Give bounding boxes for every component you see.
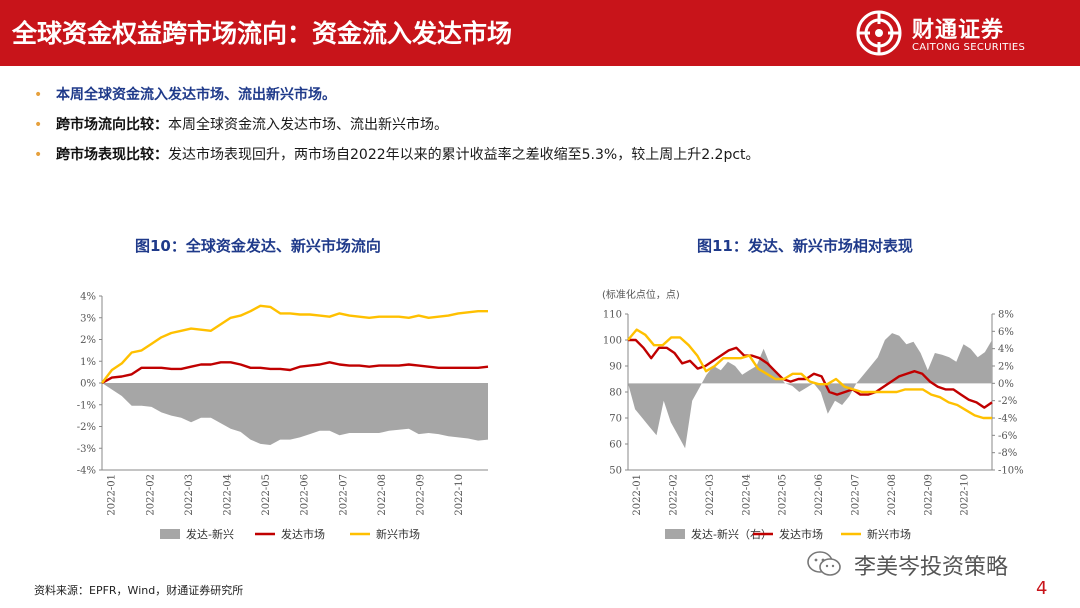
chart-relative-performance: (标准化点位，点) 110 100 90 80 70 60 50 8% 6% 4% 2% 0% -2% -… <box>602 288 1024 541</box>
y-tick-label: 3% <box>80 313 96 324</box>
y-right-tick-label: 4% <box>998 344 1014 355</box>
y-tick-label: 70 <box>609 414 622 425</box>
y-right-tick-label: 0% <box>998 379 1014 390</box>
page-number: 4 <box>1036 578 1048 599</box>
bullet-marker: • <box>34 87 43 103</box>
series-line-新兴市场 <box>627 328 992 420</box>
wechat-icon <box>807 551 841 576</box>
y-tick-label: 0% <box>80 379 96 390</box>
legend-label: 新兴市场 <box>376 527 420 541</box>
y-tick-label: 1% <box>80 357 96 368</box>
x-tick-label: 2022-02 <box>669 474 680 516</box>
caitong-logo: 财通证券 CAITONG SECURITIES <box>856 8 1056 60</box>
watermark-text: 李美岑投资策略 <box>854 555 1009 580</box>
bullet-marker: • <box>34 117 43 133</box>
x-tick-label: 2022-07 <box>851 474 862 516</box>
x-tick-label: 2022-10 <box>960 474 971 516</box>
wechat-watermark: 李美岑投资策略 <box>806 546 1056 582</box>
legend-label: 发达-新兴（右） <box>691 527 772 541</box>
x-tick-label: 2022-01 <box>107 474 118 516</box>
x-tick-label: 2022-05 <box>778 474 789 516</box>
y-right-tick-label: -4% <box>998 414 1017 425</box>
y-tick-label: 90 <box>609 362 622 373</box>
series-line-新兴市场 <box>101 304 488 384</box>
y-tick-label: 60 <box>609 440 622 451</box>
y-right-tick-label: -10% <box>998 466 1024 477</box>
y-tick-label: -4% <box>77 466 96 477</box>
logo-text-cn: 财通证券 <box>912 18 1005 43</box>
slide-header: 全球资金权益跨市场流向：资金流入发达市场 财通证券 CAITONG SECURI… <box>0 0 1080 66</box>
x-tick-label: 2022-03 <box>184 474 195 516</box>
legend-label: 发达市场 <box>779 527 823 541</box>
series-line-发达市场 <box>101 361 489 385</box>
y-tick-label: 50 <box>609 466 622 477</box>
x-tick-label: 2022-04 <box>741 474 752 516</box>
legend-swatch <box>160 529 180 539</box>
x-tick-label: 2022-06 <box>300 474 311 516</box>
x-tick-label: 2022-05 <box>261 474 272 516</box>
bullet-item: • 跨市场表现比较：发达市场表现回升，两市场自2022年以来的累计收益率之差收缩… <box>34 146 1054 176</box>
series-line-发达市场 <box>628 338 993 409</box>
bullet-list: • 本周全球资金流入发达市场、流出新兴市场。 • 跨市场流向比较：本周全球资金流… <box>34 86 1054 176</box>
y-right-tick-label: 8% <box>998 310 1014 321</box>
x-tick-label: 2022-09 <box>415 474 426 516</box>
bullet-lead: 跨市场流向比较： <box>56 117 168 133</box>
figure-11-title: 图11：发达、新兴市场相对表现 <box>697 237 913 255</box>
bullet-lead: 跨市场表现比较： <box>56 147 168 163</box>
y-tick-label: 100 <box>603 336 622 347</box>
y-tick-label: 110 <box>603 310 622 321</box>
y-tick-label: -2% <box>77 422 96 433</box>
y-tick-label: -1% <box>77 400 96 411</box>
bullet-item: • 跨市场流向比较：本周全球资金流入发达市场、流出新兴市场。 <box>34 116 1054 146</box>
x-tick-label: 2022-03 <box>705 474 716 516</box>
series-area-发达-新兴 <box>102 383 488 445</box>
bullet-body: 本周全球资金流入发达市场、流出新兴市场。 <box>168 117 448 133</box>
bullet-body: 发达市场表现回升，两市场自2022年以来的累计收益率之差收缩至5.3%，较上周上… <box>168 147 760 163</box>
x-tick-label: 2022-08 <box>887 474 898 516</box>
slide-title: 全球资金权益跨市场流向：资金流入发达市场 <box>12 19 513 48</box>
x-tick-label: 2022-04 <box>222 474 233 516</box>
x-tick-label: 2022-09 <box>923 474 934 516</box>
y-right-tick-label: -6% <box>998 431 1017 442</box>
x-tick-label: 2022-01 <box>632 474 643 516</box>
x-tick-label: 2022-07 <box>338 474 349 516</box>
bullet-lead: 本周全球资金流入发达市场、流出新兴市场。 <box>56 87 336 103</box>
logo-text-en: CAITONG SECURITIES <box>912 42 1026 53</box>
legend-label: 发达-新兴 <box>186 527 234 541</box>
y-tick-label: -3% <box>77 444 96 455</box>
y-right-tick-label: -2% <box>998 396 1017 407</box>
figure-10-title: 图10：全球资金发达、新兴市场流向 <box>135 237 381 255</box>
y-tick-label: 80 <box>609 388 622 399</box>
y-right-tick-label: 6% <box>998 327 1014 338</box>
chart-fund-flows: 4% 3% 2% 1% 0% -1% -2% -3% -4% 2022-01 2022-02 2022… <box>77 292 489 541</box>
x-tick-label: 2022-02 <box>145 474 156 516</box>
x-tick-label: 2022-08 <box>377 474 388 516</box>
bullet-marker: • <box>34 147 43 163</box>
bullet-item: • 本周全球资金流入发达市场、流出新兴市场。 <box>34 86 1054 116</box>
legend-swatch <box>665 529 685 539</box>
source-note: 资料来源：EPFR，Wind，财通证券研究所 <box>34 584 244 597</box>
chart-unit-label: (标准化点位，点) <box>602 288 680 301</box>
caitong-logo-icon <box>856 10 902 56</box>
y-right-tick-label: -8% <box>998 448 1017 459</box>
series-area-发达-新兴（右） <box>628 333 992 449</box>
y-right-tick-label: 2% <box>998 362 1014 373</box>
y-tick-label: 2% <box>80 335 96 346</box>
y-tick-label: 4% <box>80 292 96 303</box>
x-tick-label: 2022-06 <box>814 474 825 516</box>
legend-label: 发达市场 <box>281 527 325 541</box>
x-tick-label: 2022-10 <box>454 474 465 516</box>
legend-label: 新兴市场 <box>867 527 911 541</box>
